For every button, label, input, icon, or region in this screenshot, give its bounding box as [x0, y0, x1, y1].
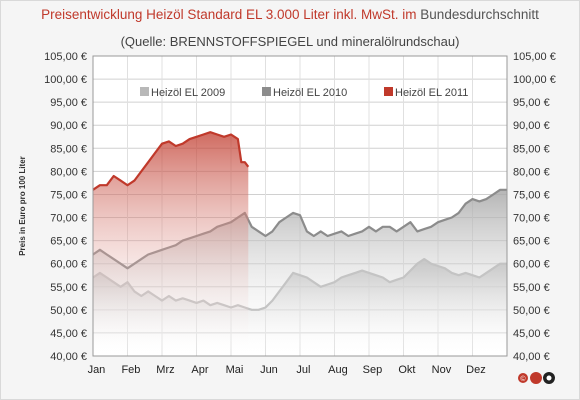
- x-tick-label: Apr: [191, 364, 208, 376]
- x-tick-label: Jun: [260, 364, 278, 376]
- series-line-3: [92, 131, 250, 191]
- y-tick-label-left: 85,00 €: [50, 143, 87, 155]
- legend-swatch-3: [384, 87, 393, 96]
- chart-subtitle: (Quelle: BRENNSTOFFSPIEGEL und mineralöl…: [120, 34, 460, 49]
- legend-swatch-2: [262, 87, 271, 96]
- x-tick-label: Dez: [466, 364, 486, 376]
- y-tick-label-right: 105,00 €: [513, 51, 556, 63]
- y-tick-label-left: 100,00 €: [44, 74, 87, 86]
- x-tick-label: Jan: [88, 364, 106, 376]
- y-tick-label-left: 95,00 €: [50, 97, 87, 109]
- y-tick-label-left: 45,00 €: [50, 328, 87, 340]
- y-tick-label-right: 65,00 €: [513, 236, 550, 248]
- y-tick-label-right: 45,00 €: [513, 328, 550, 340]
- legend-label-2: Heizöl EL 2010: [273, 87, 347, 99]
- x-tick-label: Mai: [226, 364, 244, 376]
- y-tick-label-right: 70,00 €: [513, 213, 550, 225]
- svg-text:©: ©: [520, 375, 526, 383]
- y-tick-label-left: 75,00 €: [50, 189, 87, 201]
- legend-label-1: Heizöl EL 2009: [151, 87, 225, 99]
- x-tick-label: Mrz: [156, 364, 174, 376]
- brand-logo: ©: [518, 372, 555, 384]
- y-tick-label-left: 105,00 €: [44, 51, 87, 63]
- y-tick-label-left: 65,00 €: [50, 236, 87, 248]
- y-tick-label-right: 55,00 €: [513, 282, 550, 294]
- y-tick-label-left: 70,00 €: [50, 213, 87, 225]
- x-tick-label: Nov: [432, 364, 452, 376]
- x-tick-label: Aug: [328, 364, 348, 376]
- y-tick-label-left: 55,00 €: [50, 282, 87, 294]
- legend-swatch-1: [140, 87, 149, 96]
- y-tick-label-right: 95,00 €: [513, 97, 550, 109]
- x-tick-label: Jul: [296, 364, 310, 376]
- y-tick-label-right: 40,00 €: [513, 351, 550, 363]
- x-tick-label: Okt: [398, 364, 415, 376]
- y-tick-label-right: 75,00 €: [513, 189, 550, 201]
- series-area-3: [93, 132, 249, 356]
- y-tick-label-right: 50,00 €: [513, 305, 550, 317]
- y-tick-label-left: 60,00 €: [50, 259, 87, 271]
- plot-border: [92, 55, 508, 357]
- y-tick-label-left: 80,00 €: [50, 166, 87, 178]
- legend-label-3: Heizöl EL 2011: [395, 87, 468, 99]
- y-tick-label-right: 85,00 €: [513, 143, 550, 155]
- y-tick-label-left: 90,00 €: [50, 120, 87, 132]
- x-tick-label: Sep: [363, 364, 383, 376]
- y-tick-label-right: 90,00 €: [513, 120, 550, 132]
- y-tick-label-right: 80,00 €: [513, 166, 550, 178]
- y-tick-label-right: 60,00 €: [513, 259, 550, 271]
- y-axis-label: Preis in Euro pro 100 Liter: [18, 156, 27, 256]
- y-tick-label-right: 100,00 €: [513, 74, 556, 86]
- chart-title: Preisentwicklung Heizöl Standard EL 3.00…: [41, 7, 539, 22]
- y-tick-label-left: 40,00 €: [50, 351, 87, 363]
- y-tick-label-left: 50,00 €: [50, 305, 87, 317]
- x-tick-label: Feb: [121, 364, 140, 376]
